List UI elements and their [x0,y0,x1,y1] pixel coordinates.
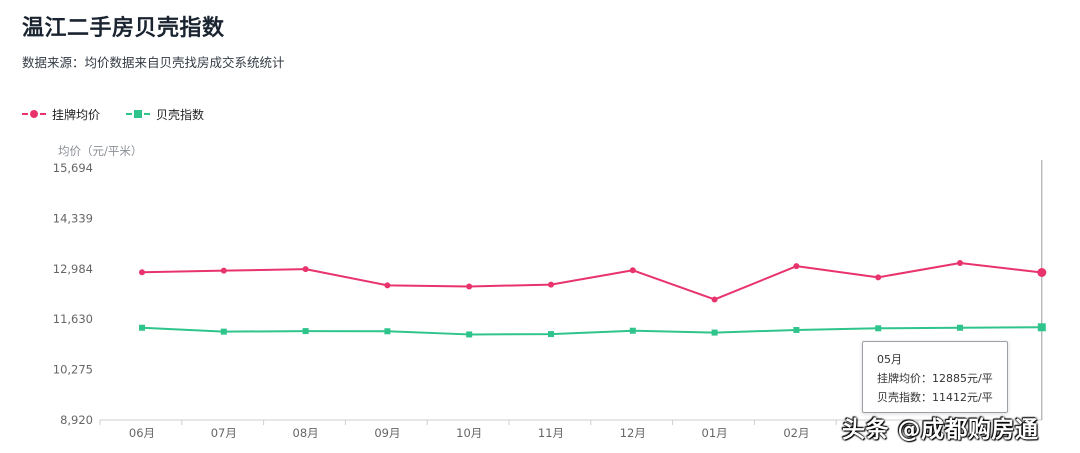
tooltip-row-listing: 挂牌均价：12885元/平 [877,372,993,385]
y-tick-label: 14,339 [53,211,93,225]
x-tick-label: 02月 [783,426,809,440]
data-point[interactable] [548,331,554,338]
tooltip: 05月 挂牌均价：12885元/平 贝壳指数：11412元/平 [862,341,1008,413]
y-tick-label: 12,984 [53,262,93,276]
data-point[interactable] [220,328,227,335]
y-axis-label: 均价（元/平米） [58,144,142,158]
x-tick-label: 07月 [211,426,237,440]
data-point[interactable] [957,260,963,267]
legend-item-index[interactable]: 贝壳指数 [126,106,204,123]
data-point[interactable] [220,267,227,274]
legend: 挂牌均价 贝壳指数 [22,104,204,124]
data-point[interactable] [466,331,473,338]
y-tick-label: 15,694 [53,161,93,175]
x-tick-label: 06月 [129,426,155,440]
x-tick-label: 11月 [538,426,564,440]
data-point[interactable] [875,274,882,281]
x-tick-label: 08月 [293,426,319,440]
y-tick-label: 10,275 [53,363,93,377]
legend-item-listing[interactable]: 挂牌均价 [22,106,100,123]
data-point[interactable] [629,267,636,274]
data-point[interactable] [139,269,145,276]
data-point[interactable] [302,266,309,273]
data-point[interactable] [384,282,391,289]
data-point[interactable] [139,324,145,331]
watermark: 头条 @成都购房通 [842,417,1039,443]
legend-label-listing: 挂牌均价 [52,107,101,122]
x-axis: 06月 07月 08月 09月 10月 11月 12月 01月 02月 [99,420,1001,440]
data-point[interactable] [466,283,473,290]
chart-title: 温江二手房贝壳指数 [22,16,225,41]
y-axis: 15,694 14,339 12,984 11,630 10,275 8,920 [53,161,93,427]
data-point[interactable] [629,327,636,334]
data-point[interactable] [548,281,554,288]
series-line-0 [141,262,1042,301]
data-point[interactable] [875,325,882,332]
data-point[interactable] [957,324,963,331]
data-point[interactable] [793,263,800,270]
chart-subtitle: 数据来源：均价数据来自贝壳找房成交系统统计 [22,55,285,70]
series-line-1 [141,326,1042,336]
y-tick-label: 11,630 [53,312,93,326]
data-point[interactable] [302,328,309,335]
tooltip-row-index: 贝壳指数：11412元/平 [877,391,993,404]
legend-circle-icon [22,108,46,120]
legend-square-icon [126,108,151,120]
x-tick-label: 09月 [374,426,400,440]
tooltip-category: 05月 [877,353,902,366]
x-tick-label: 10月 [456,426,482,440]
data-point[interactable] [384,328,391,335]
data-point[interactable] [711,296,718,303]
data-point[interactable] [711,329,718,336]
data-point[interactable] [1037,323,1046,332]
data-point[interactable] [1037,267,1047,277]
legend-label-index: 贝壳指数 [156,107,205,122]
y-tick-label: 8,920 [60,413,93,427]
data-point[interactable] [793,326,800,333]
x-tick-label: 12月 [620,426,646,440]
series-layer [139,260,1047,338]
x-tick-label: 01月 [702,426,728,440]
